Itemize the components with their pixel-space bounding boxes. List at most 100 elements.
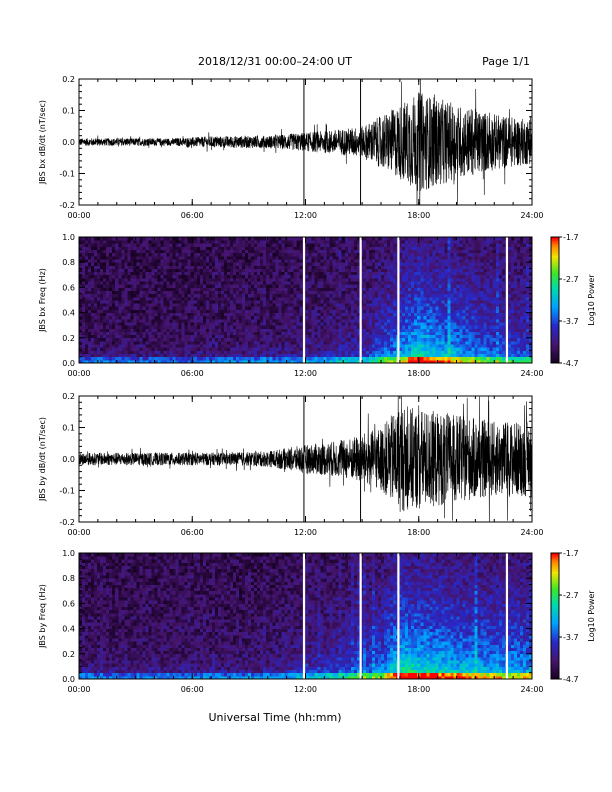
spectrogram-cell	[387, 359, 391, 364]
spectrogram-cell	[148, 268, 152, 273]
spectrogram-cell	[181, 309, 186, 313]
spectrogram-cell	[157, 306, 161, 310]
spectrogram-cell	[157, 322, 161, 326]
spectrogram-cell	[350, 268, 355, 273]
spectrogram-cell	[223, 347, 228, 351]
page-label: Page 1/1	[482, 55, 530, 68]
spectrogram-cell	[239, 331, 243, 336]
spectrogram-cell	[254, 255, 258, 260]
spectrogram-cell	[214, 344, 219, 348]
spectrogram-cell	[169, 359, 174, 364]
spectrogram-cell	[226, 249, 231, 254]
spectrogram-cell	[112, 340, 116, 345]
spectrogram-cell	[296, 255, 300, 260]
spectrogram-cell	[314, 344, 318, 348]
spectrogram-cell	[305, 353, 309, 358]
spectrogram-cell	[278, 262, 282, 266]
spectrogram-cell	[335, 347, 340, 351]
spectrogram-cell	[133, 328, 137, 332]
spectrogram-cell	[390, 312, 394, 317]
spectrogram-cell	[257, 337, 261, 342]
spectrogram-cell	[423, 347, 427, 351]
spectrogram-cell	[323, 287, 328, 291]
spectrogram-cell	[193, 240, 198, 244]
spectrogram-cell	[293, 328, 297, 332]
spectrogram-cell	[100, 356, 104, 361]
spectrogram-cell	[405, 300, 409, 304]
spectrogram-cell	[374, 246, 379, 250]
spectrogram-cell	[353, 356, 358, 361]
spectrogram-cell	[230, 290, 234, 295]
spectrogram-cell	[172, 281, 177, 285]
spectrogram-cell	[417, 271, 421, 276]
spectrogram-cell	[362, 249, 367, 254]
spectrogram-cell	[257, 350, 261, 354]
spectrogram-cell	[405, 262, 409, 266]
spectrogram-cell	[190, 281, 195, 285]
spectrogram-cell	[362, 315, 367, 320]
spectrogram-cell	[94, 331, 98, 336]
spectrogram-cell	[178, 325, 183, 329]
spectrogram-cell	[362, 337, 367, 342]
spectrogram-cell	[287, 303, 291, 307]
spectrogram-cell	[166, 268, 170, 273]
spectrogram-cell	[226, 331, 231, 336]
spectrogram-cell	[332, 287, 337, 291]
spectrogram-cell	[121, 243, 125, 247]
spectrogram-cell	[148, 281, 152, 285]
spectrogram-cell	[311, 290, 315, 295]
spectrogram-cell	[239, 344, 243, 348]
spectrogram-cell	[429, 328, 433, 332]
spectrogram-cell	[208, 240, 213, 244]
spectrogram-cell	[281, 340, 285, 345]
spectrogram-cell	[214, 331, 219, 336]
spectrogram-cell	[211, 246, 216, 250]
spectrogram-cell	[444, 300, 448, 304]
spectrogram-cell	[196, 262, 201, 266]
spectrogram-cell	[184, 246, 189, 250]
spectrogram-cell	[329, 322, 334, 326]
spectrogram-cell	[326, 290, 331, 295]
spectrogram-cell	[381, 347, 385, 351]
spectrogram-cell	[157, 259, 161, 263]
spectrogram-cell	[233, 277, 237, 282]
spectrogram-cell	[106, 315, 110, 320]
spectrogram-cell	[193, 322, 198, 326]
spectrogram-cell	[278, 274, 282, 279]
spectrogram-cell	[127, 296, 131, 301]
spectrogram-cell	[269, 325, 273, 329]
spectrogram-cell	[160, 293, 164, 298]
spectrogram-cell	[233, 268, 237, 273]
spectrogram-cell	[175, 359, 180, 364]
spectrogram-cell	[296, 312, 300, 317]
spectrogram-cell	[208, 293, 213, 298]
spectrogram-cell	[208, 315, 213, 320]
spectrogram-cell	[429, 300, 433, 304]
spectrogram-cell	[103, 265, 107, 269]
spectrogram-cell	[233, 328, 237, 332]
spectrogram-cell	[296, 243, 300, 247]
spectrogram-cell	[381, 331, 385, 336]
spectrogram-cell	[248, 274, 252, 279]
spectrogram-cell	[181, 284, 186, 288]
spectrogram-cell	[362, 322, 367, 326]
spectrogram-cell	[429, 331, 433, 336]
spectrogram-cell	[88, 249, 92, 254]
spectrogram-cell	[251, 306, 255, 310]
spectrogram-cell	[317, 287, 321, 291]
spectrogram-cell	[311, 296, 315, 301]
spectrogram-cell	[121, 255, 125, 260]
spectrogram-cell	[196, 353, 201, 358]
spectrogram-cell	[365, 315, 370, 320]
spectrogram-cell	[106, 271, 110, 276]
spectrogram-cell	[420, 309, 424, 313]
spectrogram-cell	[187, 328, 192, 332]
spectrogram-cell	[435, 331, 439, 336]
spectrogram-cell	[278, 237, 282, 241]
spectrogram-cell	[202, 347, 207, 351]
spectrogram-cell	[202, 284, 207, 288]
spectrogram-cell	[275, 337, 279, 342]
spectrogram-cell	[344, 293, 349, 298]
spectrogram-cell	[178, 303, 183, 307]
spectrogram-cell	[402, 284, 406, 288]
